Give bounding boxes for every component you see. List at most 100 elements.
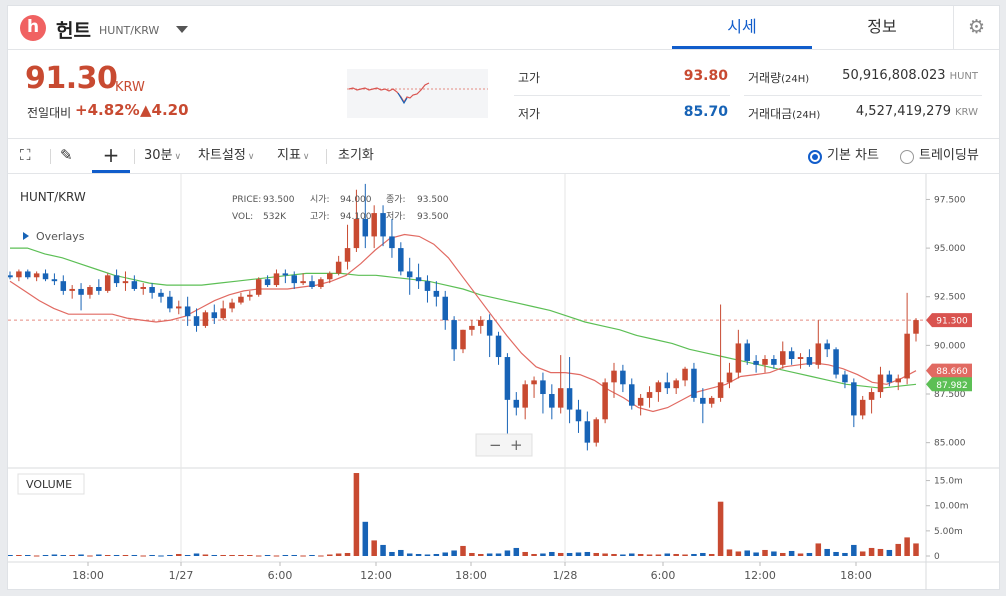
volume-bar	[469, 552, 475, 556]
change-percent: +4.82%	[75, 101, 140, 119]
volume-bar	[602, 553, 608, 556]
candle-body	[442, 296, 448, 321]
volume-bar	[202, 554, 209, 556]
volume-bar	[646, 554, 653, 556]
volume-tick-label: 5.00m	[934, 527, 963, 537]
candle-body	[691, 368, 697, 398]
tab-market-price[interactable]: 시세	[672, 6, 812, 49]
candle-body	[700, 397, 706, 404]
volume-bar	[433, 553, 440, 556]
volume-bar	[682, 554, 688, 556]
coin-pair[interactable]: HUNT/KRW	[99, 24, 160, 37]
zoom-out-button[interactable]: −	[489, 436, 502, 454]
price-tick-label: 90.000	[934, 341, 966, 351]
high-label: 고가	[518, 71, 541, 85]
price-tick-label: 87.500	[934, 390, 966, 400]
volume-bar	[309, 554, 315, 556]
basic-chart-radio[interactable]	[808, 150, 822, 164]
candle-body	[398, 248, 404, 272]
overlays-toggle[interactable]: Overlays	[23, 230, 85, 243]
divider	[134, 149, 135, 164]
chart-symbol: HUNT/KRW	[20, 190, 86, 204]
volume-bar	[735, 551, 742, 556]
volume-bar	[637, 553, 644, 556]
time-tick-label: 6:00	[651, 569, 676, 582]
change-label: 전일대비	[27, 106, 72, 120]
candle-body	[87, 287, 93, 295]
candle-body	[744, 343, 750, 361]
candle-body	[353, 218, 360, 249]
coin-name[interactable]: 헌트	[56, 20, 91, 42]
candle-body	[335, 261, 342, 274]
chevron-down-icon[interactable]	[176, 26, 188, 33]
candle-body	[282, 273, 289, 276]
candle-body	[264, 279, 271, 286]
volume-bar	[229, 554, 235, 556]
candle-body	[229, 302, 235, 309]
price-tick-label: 95.000	[934, 244, 966, 254]
candle-body	[33, 273, 40, 278]
volume-bar	[531, 553, 537, 556]
zoom-in-button[interactable]: +	[510, 436, 523, 454]
crosshair-icon[interactable]: +	[92, 139, 130, 173]
candle-body	[247, 294, 253, 297]
candle-body	[655, 382, 662, 393]
volume-bar	[611, 553, 617, 556]
ma-short-badge-bg	[926, 363, 972, 378]
candle-body	[122, 281, 129, 284]
indicators-dropdown[interactable]: 지표 ∨	[277, 148, 310, 163]
candle-body	[344, 248, 351, 262]
hunt-logo-icon: h	[20, 15, 46, 41]
volume-bar	[717, 501, 724, 556]
candle-body	[815, 343, 822, 365]
volume-bar	[149, 554, 155, 556]
tab-info[interactable]: 정보	[867, 17, 897, 36]
candle-body	[460, 329, 466, 350]
candle-body	[415, 277, 422, 282]
volume-bar	[824, 548, 830, 556]
volume-bar	[273, 555, 280, 557]
volume-bar	[726, 549, 733, 556]
tradingview-label[interactable]: 트레이딩뷰	[919, 148, 979, 163]
candle-body	[131, 281, 138, 289]
candle-body	[673, 380, 679, 389]
volume-label-bg	[17, 473, 85, 495]
volume-bar	[238, 554, 244, 556]
volume-bar	[16, 554, 22, 556]
volume-bar	[522, 551, 528, 556]
candle-body	[762, 358, 768, 365]
reset-button[interactable]: 초기화	[338, 148, 374, 163]
volume-bar	[247, 554, 253, 556]
pencil-icon[interactable]: ✎	[60, 146, 73, 164]
candle-body	[868, 392, 875, 400]
tradingview-radio[interactable]	[900, 150, 914, 164]
candle-body	[780, 351, 786, 365]
candle-body	[300, 281, 306, 284]
volume-bar	[264, 554, 271, 556]
candle-body	[806, 357, 813, 365]
volume-bar	[593, 552, 599, 556]
volume-tick-label: 0	[934, 552, 940, 562]
time-tick-label: 12:00	[744, 569, 776, 582]
candle-body	[531, 380, 537, 385]
candle-body	[557, 388, 564, 408]
candle-body	[291, 275, 297, 284]
interval-dropdown[interactable]: 30분 ∨	[144, 148, 182, 163]
gear-icon[interactable]: ⚙	[953, 6, 999, 49]
candle-body	[16, 271, 22, 278]
chart-settings-dropdown[interactable]: 차트설정 ∨	[198, 148, 255, 163]
candle-body	[202, 312, 209, 326]
volume-bar	[788, 550, 795, 556]
candle-body	[380, 213, 386, 237]
volume-bar	[184, 554, 191, 556]
volume-bar	[504, 550, 511, 556]
divider	[50, 149, 51, 164]
basic-chart-label[interactable]: 기본 차트	[827, 148, 879, 163]
candle-body	[575, 409, 582, 422]
fullscreen-icon[interactable]: ⛶	[20, 146, 31, 164]
volume-bar	[842, 552, 848, 556]
volume-bar	[389, 551, 395, 556]
ohlc-price: 93.500	[263, 195, 295, 205]
time-tick-label: 1/28	[553, 569, 578, 582]
price-chart[interactable]: 97.500 95.000 92.500 90.000 87.500 85.000 15.0…	[8, 174, 999, 590]
